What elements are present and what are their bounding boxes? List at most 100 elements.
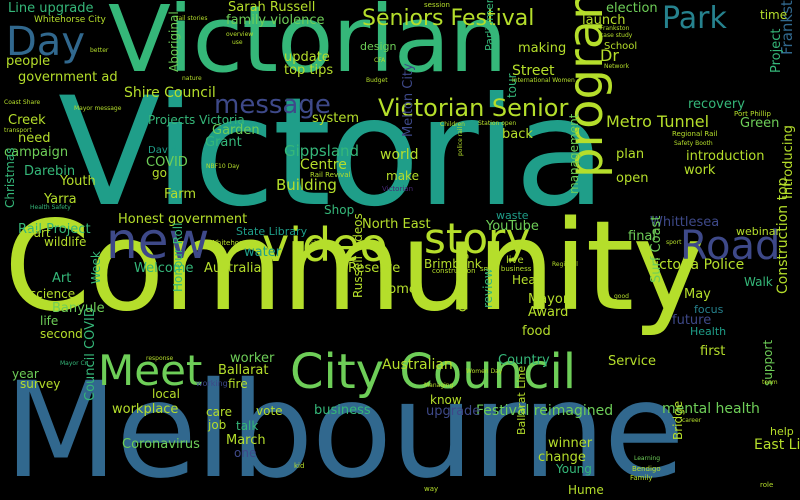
word: year (12, 367, 39, 381)
word: construction (432, 267, 476, 275)
word: home (380, 282, 417, 297)
word: Darebin (24, 164, 76, 179)
word: Welcome (134, 261, 194, 276)
word: change (538, 450, 586, 465)
word: live (506, 255, 524, 266)
word: good (614, 293, 629, 300)
word: Family (630, 474, 653, 482)
word: kid (294, 462, 305, 470)
word: vote (256, 404, 283, 418)
word: sport (666, 239, 682, 246)
word: local (152, 387, 180, 401)
word: City Council (290, 344, 577, 400)
word: need (18, 131, 51, 146)
word: one (234, 446, 257, 460)
word: Road (680, 223, 781, 269)
word: go (152, 166, 167, 180)
word: world (380, 147, 419, 163)
word: Metro Tunnel (606, 112, 710, 131)
word: part (26, 226, 51, 240)
word: future (672, 313, 712, 328)
word: Mayor (528, 292, 569, 307)
word: Hume (568, 483, 604, 497)
word: Children (440, 121, 465, 128)
word: Rail Project (18, 222, 91, 237)
word: Festival reimagined (476, 403, 614, 419)
word: International Women (512, 77, 575, 84)
word: Victoria (58, 66, 606, 240)
word: March (226, 433, 266, 448)
word: Surf Coast (649, 215, 664, 283)
word: Young (556, 462, 592, 476)
word: Victorian (382, 185, 414, 193)
word: Victorian Senior (378, 94, 569, 122)
word: know (430, 393, 462, 407)
word: Women Day (466, 368, 503, 375)
word: Bendigo (632, 465, 661, 473)
word: Ballarat (218, 363, 269, 378)
word: make (386, 169, 419, 183)
word: Centre (300, 157, 347, 173)
word: first (700, 344, 726, 359)
word: design (360, 40, 397, 53)
word: Project (769, 28, 784, 73)
word: session (424, 1, 450, 9)
word: Regional Rail (672, 130, 718, 138)
word: wildlife (44, 235, 87, 249)
word: Country (498, 353, 550, 368)
word: transport (4, 127, 32, 134)
word: people (6, 54, 51, 69)
word: better (90, 47, 109, 54)
word: workplace (112, 402, 179, 417)
word: say (310, 239, 321, 246)
word: back (502, 127, 533, 142)
word: science (30, 287, 76, 301)
word: Introducing (781, 125, 796, 199)
word: State Library (236, 225, 308, 238)
word: Award (528, 305, 569, 320)
word: small business (480, 265, 532, 273)
word: way (424, 485, 439, 493)
word: Walk (744, 275, 773, 289)
word: second (40, 327, 83, 341)
word: Victoria Police (646, 257, 745, 273)
word: waste (496, 209, 529, 222)
word: team (762, 379, 778, 386)
word: update (284, 50, 330, 65)
word: NBF10 Day (206, 163, 240, 170)
word: Seniors Festival (362, 6, 535, 31)
word: Rail Revival (310, 171, 351, 179)
word: fire (228, 377, 248, 391)
word: working (196, 379, 228, 388)
word: life (40, 314, 59, 328)
word: top tips (284, 63, 334, 78)
word: Sarah Russell (228, 0, 316, 15)
word: Whitehorse (210, 239, 250, 247)
word: survey (20, 377, 61, 391)
word: election (606, 1, 658, 16)
word: Ballarat Line (515, 365, 528, 435)
word: Day (6, 19, 85, 65)
word: police rail (457, 126, 464, 156)
word: CFA (374, 57, 386, 64)
word: response (146, 355, 174, 362)
word: Creek (8, 113, 46, 128)
word: food (522, 324, 551, 339)
word: East Link (754, 437, 800, 453)
word: Dr (600, 46, 619, 65)
word: career (682, 417, 702, 424)
word: YouTube (486, 219, 539, 234)
word: COVID (146, 155, 188, 170)
word: Street (512, 63, 555, 79)
word: campaign (4, 145, 69, 160)
word: Regional (552, 261, 578, 268)
word: Community (4, 195, 706, 339)
word: job (208, 418, 227, 432)
word: Week (89, 251, 103, 284)
word: plan (616, 147, 645, 162)
word: introduction (686, 149, 765, 164)
word: water (244, 245, 282, 260)
word: Art (52, 271, 72, 286)
word: Grant (205, 135, 242, 150)
